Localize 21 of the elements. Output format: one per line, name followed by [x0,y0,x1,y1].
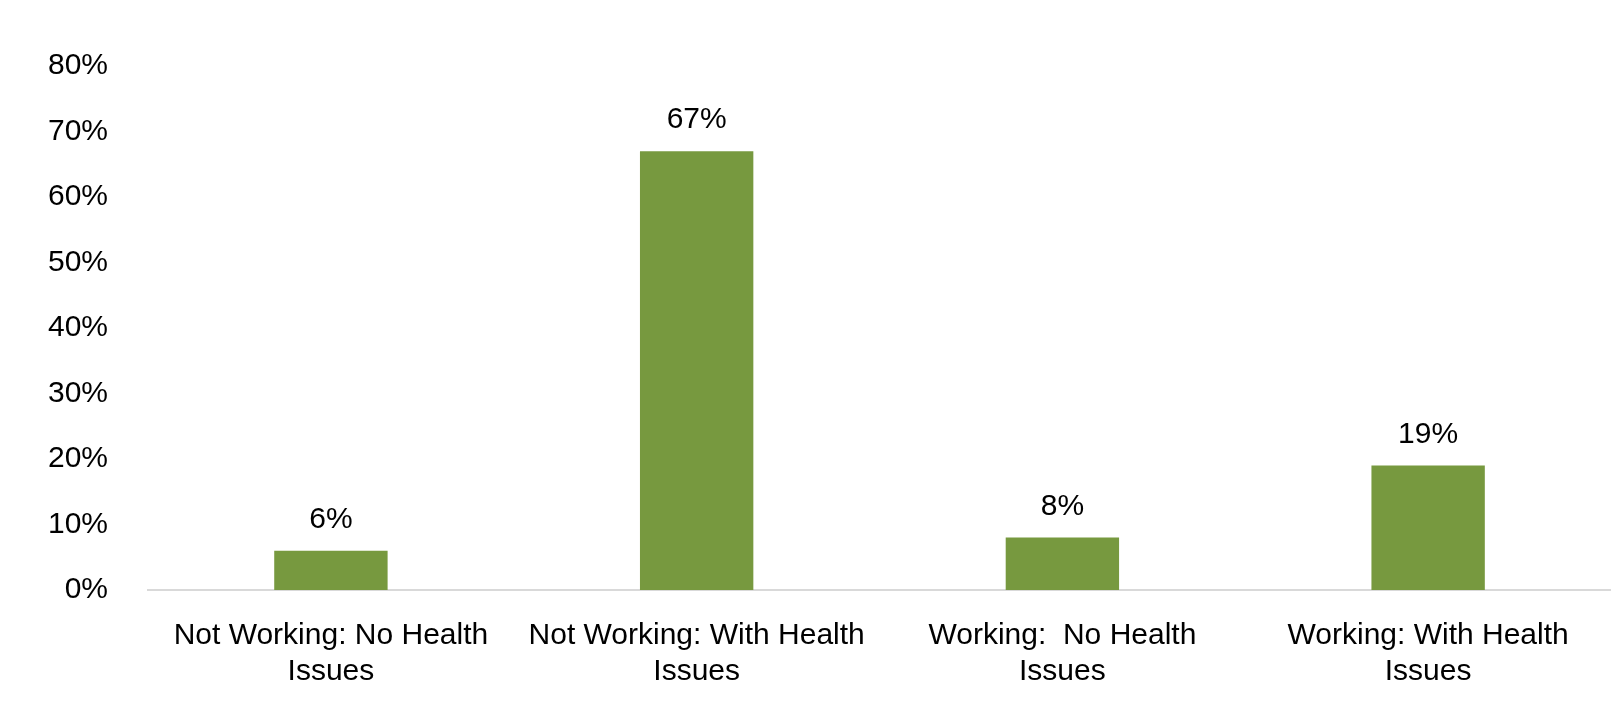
bar [274,550,388,590]
x-tick-label: Not Working: With Health Issues [528,617,865,687]
y-tick-label: 80% [48,47,109,81]
bar [1371,465,1485,590]
data-label: 8% [1040,487,1085,521]
y-tick-label: 30% [48,374,109,408]
y-tick-label: 0% [64,571,109,605]
bar [639,151,754,590]
x-tick-label: Working: With Health Issues [1287,617,1569,687]
x-tick-label: Working: No Health Issues [928,617,1197,687]
x-tick-label: Not Working: No Health Issues [173,617,489,687]
data-label: 67% [666,101,727,135]
bar [1005,537,1120,590]
y-tick-label: 70% [48,112,109,146]
data-label: 6% [309,500,353,534]
y-tick-label: 10% [48,505,109,539]
y-tick-label: 20% [48,440,109,474]
y-tick-label: 50% [48,243,109,277]
y-tick-label: 60% [48,178,109,212]
data-label: 19% [1398,415,1459,449]
y-tick-label: 40% [48,309,109,343]
